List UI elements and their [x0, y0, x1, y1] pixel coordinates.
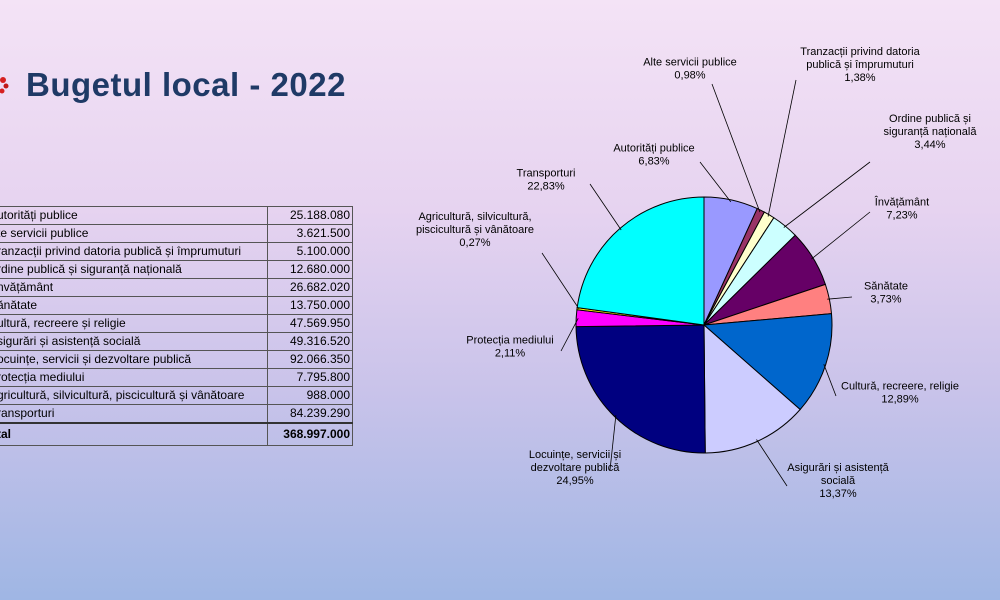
table-cell-category: gricultură, silvicultură, piscicultură ș…	[0, 386, 268, 405]
slice-percent-label: 22,83%	[527, 181, 565, 193]
slice-percent-label: 13,37%	[819, 488, 857, 500]
slice-category-label: siguranță națională	[884, 126, 978, 138]
slice-percent-label: 1,38%	[844, 72, 875, 84]
slice-category-label: Învățământ	[874, 196, 929, 209]
slice-percent-label: 12,89%	[881, 394, 919, 406]
slice-category-label: dezvoltare publică	[531, 462, 621, 474]
leader-line	[767, 79, 797, 217]
table-cell-amount: 7.795.800	[267, 368, 353, 387]
leader-line	[711, 83, 761, 213]
leader-line	[823, 364, 837, 397]
table-cell-amount: 13.750.000	[267, 296, 353, 315]
table-row: ransporturi 84.239.290	[0, 404, 353, 424]
table-cell-category: ranzacții privind datoria publică și împ…	[0, 242, 268, 261]
slice-category-label: Asigurări și asistență	[787, 462, 889, 474]
slice-percent-label: 3,73%	[870, 294, 901, 306]
slice-category-label: Agricultură, silvicultură,	[418, 211, 531, 223]
pie-slice	[576, 196, 705, 326]
table-cell-category: ransporturi	[0, 404, 268, 424]
slice-category-label: Alte servicii publice	[643, 57, 737, 69]
table-cell-amount: 92.066.350	[267, 350, 353, 369]
table-cell-amount: 5.100.000	[267, 242, 353, 261]
table-cell-category: ocuințe, servicii și dezvoltare publică	[0, 350, 268, 369]
table-row: ultură, recreere și religie 47.569.950	[0, 314, 353, 333]
table-cell-amount: 3.621.500	[267, 224, 353, 243]
leader-line	[589, 183, 622, 231]
logo-icon	[0, 72, 10, 98]
slice-category-label: Ordine publică și	[889, 113, 971, 125]
slice-category-label: piscicultură și vânătoare	[416, 224, 534, 236]
table-row: rdine publică și siguranță națională 12.6…	[0, 260, 353, 279]
slice-category-label: Transporturi	[517, 168, 576, 180]
leader-line	[609, 415, 617, 471]
leader-line	[783, 161, 871, 228]
table-cell-category: sigurări și asistență socială	[0, 332, 268, 351]
table-row: te servicii publice 3.621.500	[0, 224, 353, 243]
budget-table: utorități publice 25.188.080 te servicii p…	[0, 206, 353, 446]
table-cell-category: rdine publică și siguranță națională	[0, 260, 268, 279]
slice-percent-label: 6,83%	[638, 156, 669, 168]
table-cell-category: ultură, recreere și religie	[0, 314, 268, 333]
pie-slice	[575, 324, 706, 454]
page-title: Bugetul local - 2022	[26, 66, 346, 103]
table-cell-amount: 47.569.950	[267, 314, 353, 333]
leader-line	[699, 161, 732, 203]
slice-category-label: Locuințe, servicii și	[529, 449, 621, 461]
leader-line	[541, 252, 580, 310]
slice-percent-label: 2,11%	[495, 348, 526, 360]
slice-percent-label: 0,98%	[674, 70, 705, 82]
leader-line	[756, 439, 788, 487]
table-row: ănătate 13.750.000	[0, 296, 353, 315]
slice-percent-label: 0,27%	[459, 237, 490, 249]
slice-percent-label: 24,95%	[556, 475, 594, 487]
slice-category-label: Protecția mediului	[466, 335, 553, 347]
table-row: utorități publice 25.188.080	[0, 206, 353, 225]
leader-line	[827, 296, 853, 300]
table-cell-amount: 988.000	[267, 386, 353, 405]
leader-line	[811, 211, 871, 260]
slice-category-label: Tranzacții privind datoria	[800, 46, 920, 58]
table-total-row: tal368.997.000	[0, 422, 353, 446]
slice-category-label: Sănătate	[864, 281, 908, 293]
table-row: ocuințe, servicii și dezvoltare publică 9…	[0, 350, 353, 369]
slice-category-label: Autorități publice	[613, 143, 694, 155]
table-row: gricultură, silvicultură, piscicultură ș…	[0, 386, 353, 405]
slice-category-label: publică și împrumuturi	[806, 59, 914, 71]
slice-percent-label: 7,23%	[886, 210, 917, 222]
leader-line	[560, 318, 579, 352]
slice-category-label: Cultură, recreere, religie	[841, 381, 959, 393]
table-row: rotecția mediului 7.795.800	[0, 368, 353, 387]
table-row: sigurări și asistență socială 49.316.520	[0, 332, 353, 351]
table-cell-amount: 49.316.520	[267, 332, 353, 351]
table-row: ranzacții privind datoria publică și împ…	[0, 242, 353, 261]
table-total-amount: 368.997.000	[267, 422, 353, 446]
slice-percent-label: 3,44%	[914, 139, 945, 151]
pie-slice	[702, 313, 833, 411]
table-cell-amount: 12.680.000	[267, 260, 353, 279]
slice-category-label: socială	[821, 475, 856, 487]
